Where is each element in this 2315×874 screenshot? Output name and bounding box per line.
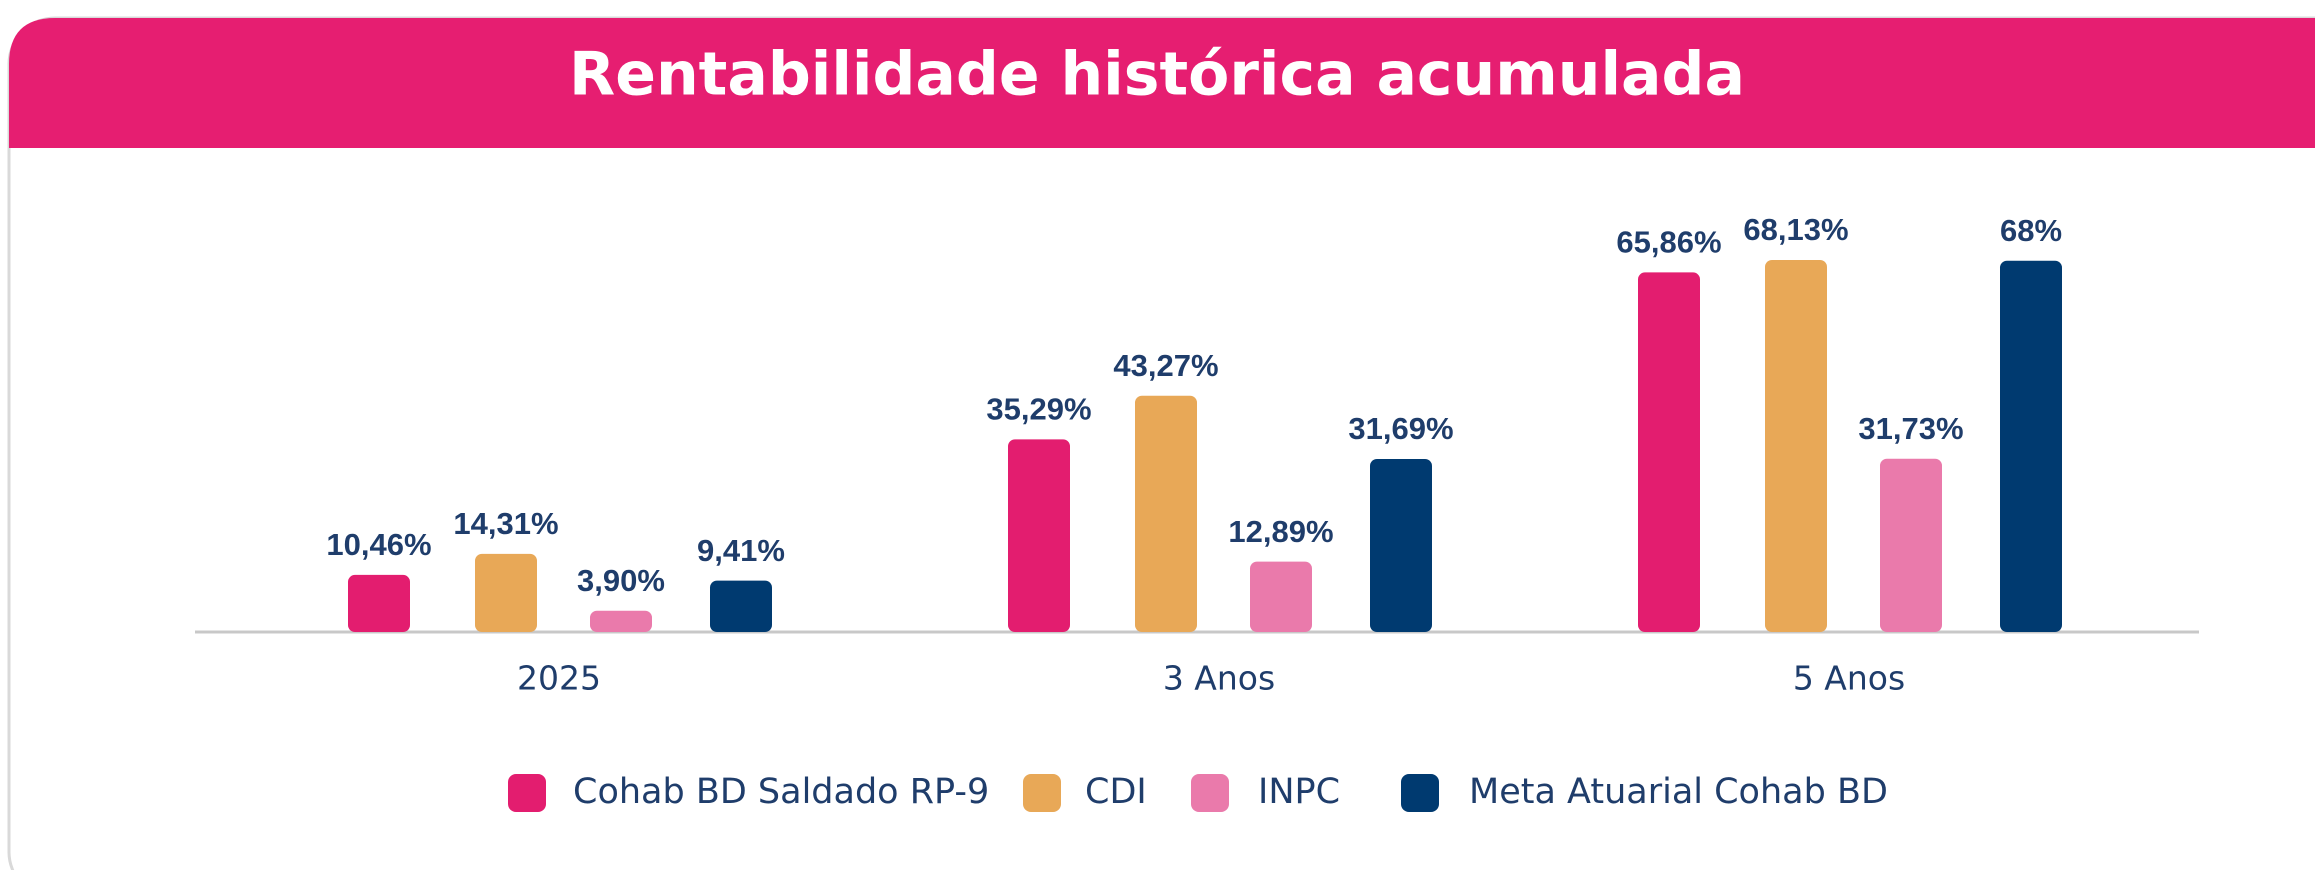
legend-swatch [1023,774,1061,812]
value-label: 68% [2000,213,2062,248]
x-tick-label: 3 Anos [1163,659,1275,698]
bar [1370,458,1432,632]
bar [1638,272,1700,632]
bar [1008,439,1070,632]
bar [348,574,410,632]
legend-swatch [1401,774,1439,812]
value-label: 65,86% [1616,225,1721,260]
value-label: 31,69% [1348,411,1453,446]
bar [1765,260,1827,632]
bar [590,610,652,632]
value-label: 14,31% [453,506,558,541]
value-label: 3,90% [577,563,665,598]
x-tick-label: 2025 [517,659,601,698]
value-label: 12,89% [1228,514,1333,549]
legend-swatch [508,774,546,812]
value-label: 10,46% [326,527,431,562]
value-label: 68,13% [1743,212,1848,247]
chart-title: Rentabilidade histórica acumulada [569,40,1745,110]
bar [2000,260,2062,632]
legend-label: CDI [1085,772,1147,812]
bar [1880,458,1942,632]
value-label: 35,29% [986,392,1091,427]
bar [1135,395,1197,632]
value-label: 43,27% [1113,348,1218,383]
legend-label: Meta Atuarial Cohab BD [1469,772,1888,812]
legend-label: INPC [1258,772,1340,812]
legend-label: Cohab BD Saldado RP-9 [573,772,989,812]
value-label: 31,73% [1858,411,1963,446]
value-label: 9,41% [697,533,785,568]
bar [475,553,537,632]
header-band [9,18,2315,148]
bar [710,580,772,632]
x-tick-label: 5 Anos [1793,659,1905,698]
legend-swatch [1191,774,1229,812]
bar [1250,561,1312,632]
